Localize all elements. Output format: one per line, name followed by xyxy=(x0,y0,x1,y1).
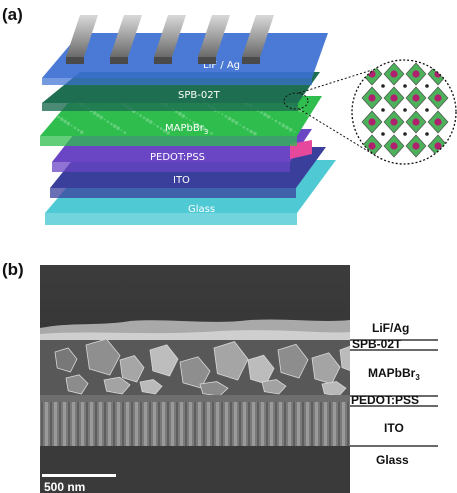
zoom-circle xyxy=(351,59,457,165)
sem-label-pedot-pss: PEDOT:PSS xyxy=(351,393,419,407)
layer-glass-label: Glass xyxy=(188,204,215,215)
cation-atom xyxy=(403,84,407,88)
sem-layer-annotations: LiF/Ag SPB-02T MAPbBr3 PEDOT:PSS ITO Gla… xyxy=(350,321,438,467)
panel-a-label: (a) xyxy=(2,5,23,24)
electrode-bar xyxy=(154,15,186,64)
atom xyxy=(434,70,442,78)
sem-cross-section-image: 500 nm xyxy=(40,265,350,493)
device-layer-stack: Glass ITO PEDOT:PSS MAPbBr3 SPB-02T xyxy=(40,15,336,225)
cation-atom xyxy=(425,108,429,112)
sem-label-ito: ITO xyxy=(384,421,404,435)
zoom-line-bottom xyxy=(298,108,377,157)
zoom-line-top xyxy=(298,69,373,94)
atom xyxy=(390,142,398,150)
cation-atom xyxy=(381,108,385,112)
atom xyxy=(412,118,420,126)
cation-atom xyxy=(425,132,429,136)
cation-atom xyxy=(403,132,407,136)
atom xyxy=(412,94,420,102)
cation-atom xyxy=(381,84,385,88)
layer-pedot-label: PEDOT:PSS xyxy=(150,152,205,163)
atom xyxy=(368,94,376,102)
cation-atom xyxy=(403,108,407,112)
electrode-bar xyxy=(66,15,98,64)
cation-atom xyxy=(381,132,385,136)
layer-mapbbr3-label: MAPbBr3 xyxy=(165,123,208,136)
zoom-callout xyxy=(283,59,457,165)
sem-label-glass: Glass xyxy=(376,453,409,467)
electrode-bar xyxy=(198,15,230,64)
zoom-source-circle xyxy=(283,92,309,110)
atom xyxy=(368,118,376,126)
atom xyxy=(412,142,420,150)
electrode-bar xyxy=(242,15,274,64)
atom xyxy=(390,118,398,126)
scale-bar-label: 500 nm xyxy=(44,480,85,493)
atom xyxy=(390,94,398,102)
atom xyxy=(390,70,398,78)
atom xyxy=(434,142,442,150)
sem-label-mapbbr3: MAPbBr3 xyxy=(368,366,420,382)
electrode-bar xyxy=(110,15,142,64)
atom xyxy=(434,118,442,126)
layer-ito-label: ITO xyxy=(173,175,190,186)
atom xyxy=(434,94,442,102)
atom xyxy=(412,70,420,78)
sem-label-spb-02t: SPB-02T xyxy=(352,337,402,351)
top-electrode-bars xyxy=(66,15,274,64)
layer-spb-02t-label: SPB-02T xyxy=(178,90,221,101)
panel-b-label: (b) xyxy=(2,260,24,279)
cation-atom xyxy=(425,84,429,88)
layer-lif-ag-label: LiF / Ag xyxy=(203,60,240,71)
atom xyxy=(368,142,376,150)
scale-bar xyxy=(42,474,116,477)
sem-label-lif-ag: LiF/Ag xyxy=(372,321,409,335)
